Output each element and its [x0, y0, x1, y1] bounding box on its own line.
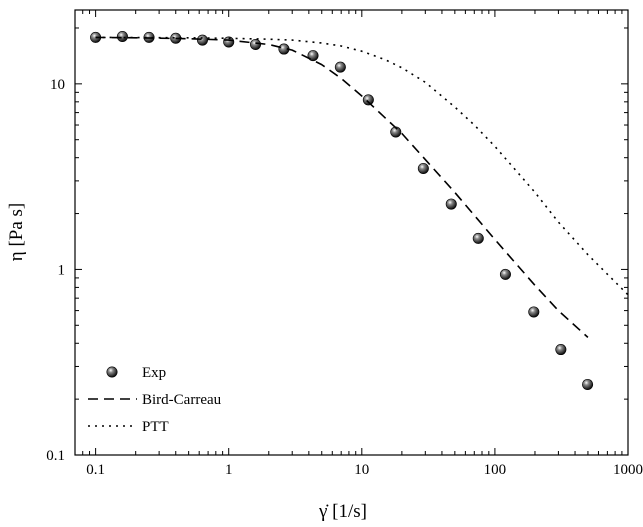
data-point-exp	[196, 34, 208, 46]
x-tick-label: 10	[354, 462, 369, 478]
data-point-exp	[116, 30, 128, 42]
y-tick-label: 0.1	[46, 448, 65, 464]
y-tick-label: 1	[58, 262, 66, 278]
data-point-exp	[582, 378, 594, 390]
data-point-exp	[528, 306, 540, 318]
legend-label-ptt: PTT	[142, 419, 169, 435]
legend-label-exp: Exp	[142, 365, 166, 381]
plot-marks	[90, 30, 629, 390]
series-line-ptt	[95, 36, 629, 296]
data-point-exp	[555, 344, 567, 356]
data-point-exp	[417, 162, 429, 174]
data-point-exp	[250, 38, 262, 50]
x-tick-label: 1000	[613, 462, 643, 478]
x-tick-label: 0.1	[86, 462, 105, 478]
series-line-bird-carreau	[95, 36, 589, 338]
legend-label-bird-carreau: Bird-Carreau	[142, 392, 222, 408]
x-tick-label: 1	[225, 462, 233, 478]
data-point-exp	[499, 268, 511, 280]
data-point-exp	[445, 198, 457, 210]
legend-marker-exp	[106, 366, 118, 378]
x-tick-label: 100	[484, 462, 507, 478]
data-point-exp	[362, 94, 374, 106]
axes: 0.1 1 10 100 1000 0.1 1 10	[46, 9, 643, 478]
plot-frame	[74, 9, 629, 456]
legend: Exp Bird-Carreau PTT	[88, 365, 222, 435]
data-point-exp	[472, 232, 484, 244]
y-axis-title: η [Pa s]	[6, 203, 27, 261]
data-point-exp	[334, 61, 346, 73]
x-axis-title: γ̇ [1/s]	[318, 501, 367, 522]
y-tick-label: 10	[50, 77, 65, 93]
